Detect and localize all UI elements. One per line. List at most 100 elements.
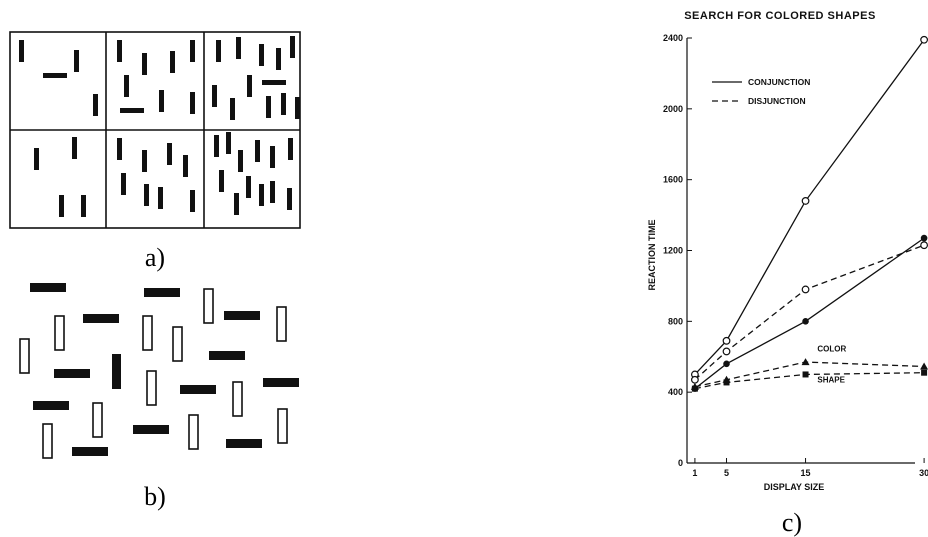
data-point-open-circle	[722, 336, 731, 345]
vertical-bar	[117, 40, 122, 62]
panel-a-grid	[9, 31, 301, 229]
vertical-bar	[81, 195, 86, 217]
legend-label: DISJUNCTION	[748, 96, 806, 106]
outline-vertical-bar	[232, 381, 243, 417]
y-tick-label: 400	[668, 387, 683, 397]
vertical-bar	[117, 138, 122, 160]
y-tick-label: 800	[668, 316, 683, 326]
data-point-filled-circle	[802, 318, 809, 325]
filled-horizontal-bar	[83, 314, 119, 323]
vertical-bar	[74, 50, 79, 72]
filled-horizontal-bar	[30, 283, 66, 292]
outline-vertical-bar	[172, 326, 183, 362]
y-tick-label: 2000	[663, 104, 683, 114]
outline-vertical-bar	[92, 402, 103, 438]
vertical-bar	[214, 135, 219, 157]
chart-annotations: COLORSHAPEPOS	[817, 344, 846, 384]
vertical-bar	[247, 75, 252, 97]
filled-vertical-bar	[112, 354, 121, 389]
data-point-square	[802, 371, 809, 378]
y-tick-label: 2400	[663, 33, 683, 43]
vertical-bar	[190, 40, 195, 62]
outline-vertical-bar	[277, 408, 288, 444]
outline-vertical-bar	[188, 414, 199, 450]
outline-vertical-bar	[146, 370, 157, 406]
filled-horizontal-bar	[33, 401, 69, 410]
x-tick-label: 15	[801, 468, 811, 478]
chart-annotation: COLOR	[817, 344, 846, 353]
series-disjunction-4	[691, 369, 928, 392]
vertical-bar	[290, 36, 295, 58]
data-point-square	[723, 379, 730, 386]
y-tick-label: 0	[678, 458, 683, 468]
vertical-bar	[270, 181, 275, 203]
y-tick-label: 1600	[663, 175, 683, 185]
y-tick-label: 1200	[663, 246, 683, 256]
filled-horizontal-bar	[133, 425, 169, 434]
vertical-bar	[19, 40, 24, 62]
vertical-bar	[266, 96, 271, 118]
data-point-filled-circle	[920, 234, 928, 242]
panel-b-filled-bars	[30, 283, 299, 456]
series-conjunction-0: NEG	[691, 35, 928, 379]
data-point-open-circle	[722, 347, 731, 356]
panel-c: SEARCH FOR COLORED SHAPES 0 400 800 1200 160…	[647, 10, 928, 537]
data-point-open-circle	[920, 241, 928, 250]
x-tick-label: 5	[724, 468, 729, 478]
chart-series: NEGPOSNEG	[690, 35, 928, 392]
series-line	[694, 237, 925, 390]
legend-label: CONJUNCTION	[748, 77, 810, 87]
outline-vertical-bar	[42, 423, 53, 459]
vertical-bar	[159, 90, 164, 112]
vertical-bar	[142, 150, 147, 172]
data-point-open-circle	[801, 197, 810, 205]
vertical-bar	[34, 148, 39, 170]
horizontal-bar	[43, 73, 67, 78]
vertical-bar	[288, 138, 293, 160]
outline-vertical-bar	[19, 338, 30, 374]
series-line	[694, 244, 925, 381]
panel-b-outline-bars	[19, 288, 288, 459]
vertical-bar	[226, 132, 231, 154]
vertical-bar	[142, 53, 147, 75]
x-tick-label: 30	[919, 468, 928, 478]
vertical-bar	[234, 193, 239, 215]
vertical-bar	[219, 170, 224, 192]
vertical-bar	[255, 140, 260, 162]
vertical-bar	[259, 44, 264, 66]
chart-title: SEARCH FOR COLORED SHAPES	[684, 10, 876, 22]
vertical-bar	[276, 48, 281, 70]
data-point-open-circle	[801, 285, 810, 294]
data-point-triangle	[920, 362, 928, 370]
outline-vertical-bar	[142, 315, 153, 351]
data-point-square	[921, 369, 928, 376]
series-line	[694, 372, 925, 390]
data-point-filled-circle	[723, 360, 730, 368]
filled-horizontal-bar	[263, 378, 299, 387]
outline-vertical-bar	[276, 306, 287, 342]
data-point-open-circle	[920, 35, 928, 44]
vertical-bar	[158, 187, 163, 209]
horizontal-bar	[120, 108, 144, 113]
vertical-bar	[281, 93, 286, 115]
filled-horizontal-bar	[144, 288, 180, 297]
panel-b-caption: b)	[144, 482, 166, 511]
horizontal-bar	[262, 80, 286, 85]
outline-vertical-bar	[203, 288, 214, 324]
series-conjunction-1: POS	[691, 234, 928, 392]
y-axis-label: REACTION TIME	[647, 220, 657, 291]
panel-a-bars	[19, 36, 300, 217]
panel-b: b)	[19, 283, 299, 511]
vertical-bar	[230, 98, 235, 120]
vertical-bar	[295, 97, 300, 119]
vertical-bar	[121, 173, 126, 195]
vertical-bar	[144, 184, 149, 206]
filled-horizontal-bar	[226, 439, 262, 448]
filled-horizontal-bar	[180, 385, 216, 394]
panel-c-caption: c)	[782, 508, 802, 537]
vertical-bar	[270, 146, 275, 168]
filled-horizontal-bar	[54, 369, 90, 378]
panel-a-caption: a)	[145, 243, 165, 272]
series-line	[694, 39, 925, 375]
vertical-bar	[167, 143, 172, 165]
